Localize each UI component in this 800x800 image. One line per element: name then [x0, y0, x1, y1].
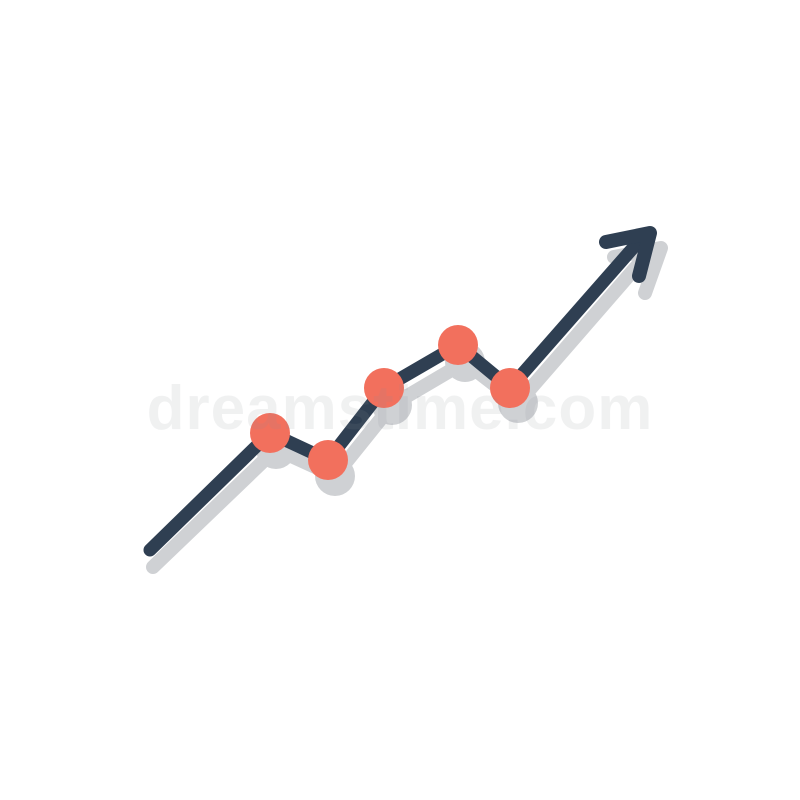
data-point [308, 440, 348, 480]
data-point [438, 325, 478, 365]
arrow-head-icon [599, 226, 657, 283]
icon-foreground [143, 226, 657, 557]
data-point [250, 413, 290, 453]
data-point [490, 368, 530, 408]
data-point [364, 368, 404, 408]
